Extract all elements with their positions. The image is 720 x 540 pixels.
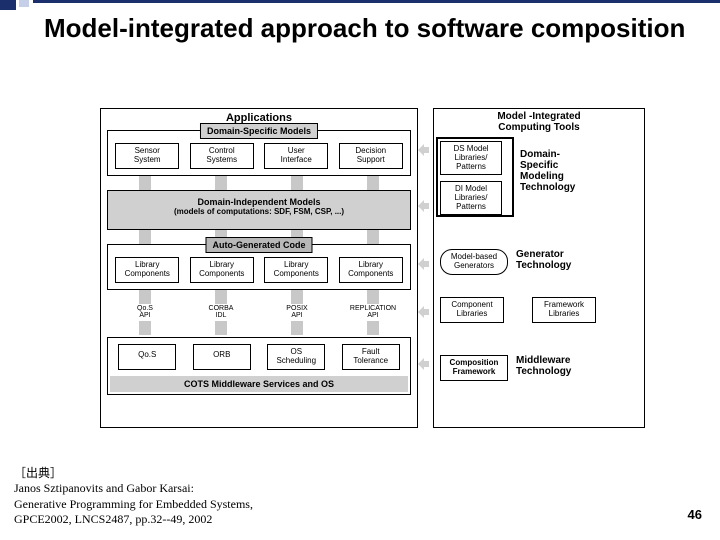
- square-icon-small: [19, 0, 29, 7]
- arrow-icon: [418, 306, 432, 318]
- arrow-icon: [418, 144, 432, 156]
- auto-layer-label: Auto-Generated Code: [205, 237, 312, 253]
- connector-row-1: [107, 176, 411, 190]
- fault-tolerance-box: FaultTolerance: [342, 344, 400, 370]
- ds-layer-label: Domain-Specific Models: [200, 123, 318, 139]
- generator-technology-label: GeneratorTechnology: [516, 249, 571, 271]
- component-libraries-box: ComponentLibraries: [440, 297, 504, 323]
- arrow-icon: [418, 258, 432, 270]
- posix-api-label: POSIXAPI: [265, 305, 329, 319]
- qos-api-label: Qo.SAPI: [113, 305, 177, 319]
- os-scheduling-box: OSScheduling: [267, 344, 325, 370]
- citation: ［出典］ Janos Sztipanovits and Gabor Karsai…: [14, 466, 253, 528]
- auto-generated-layer: Auto-Generated Code LibraryComponents Li…: [107, 244, 411, 290]
- tools-column: Model -IntegratedComputing Tools DS Mode…: [433, 108, 645, 428]
- orb-box: ORB: [193, 344, 251, 370]
- lib-components-box: LibraryComponents: [115, 257, 179, 283]
- ds-model-libraries-box: DS ModelLibraries/Patterns: [440, 141, 502, 175]
- user-interface-box: UserInterface: [264, 143, 328, 169]
- page-number: 46: [688, 507, 702, 522]
- square-icon: [0, 0, 16, 10]
- di-model-libraries-box: DI ModelLibraries/Patterns: [440, 181, 502, 215]
- sensor-system-box: SensorSystem: [115, 143, 179, 169]
- corba-idl-label: CORBAIDL: [189, 305, 253, 319]
- lib-components-box: LibraryComponents: [264, 257, 328, 283]
- citation-label: ［出典］: [14, 466, 62, 480]
- middleware-technology-label: MiddlewareTechnology: [516, 355, 571, 377]
- architecture-diagram: Applications Domain-Specific Models Sens…: [100, 108, 645, 428]
- lib-components-box: LibraryComponents: [339, 257, 403, 283]
- page-title: Model-integrated approach to software co…: [0, 4, 720, 53]
- qos-box: Qo.S: [118, 344, 176, 370]
- composition-framework-box: CompositionFramework: [440, 355, 508, 381]
- di-layer-label1: Domain-Independent Models: [108, 191, 410, 207]
- citation-line: Janos Sztipanovits and Gabor Karsai:: [14, 481, 194, 495]
- cots-middleware-layer: Qo.S ORB OSScheduling FaultTolerance COT…: [107, 337, 411, 395]
- arrow-icon: [418, 200, 432, 212]
- cots-label: COTS Middleware Services and OS: [110, 376, 408, 392]
- modeling-technology-label: Domain-SpecificModelingTechnology: [520, 149, 575, 193]
- domain-independent-layer: Domain-Independent Models (models of com…: [107, 190, 411, 230]
- header-rule: [33, 0, 720, 3]
- domain-specific-layer: Domain-Specific Models SensorSystem Cont…: [107, 130, 411, 176]
- di-layer-label2: (models of computations: SDF, FSM, CSP, …: [108, 207, 410, 216]
- model-based-generators-box: Model-basedGenerators: [440, 249, 508, 275]
- lib-components-box: LibraryComponents: [190, 257, 254, 283]
- citation-line: GPCE2002, LNCS2487, pp.32--49, 2002: [14, 512, 212, 526]
- control-systems-box: ControlSystems: [190, 143, 254, 169]
- framework-libraries-box: FrameworkLibraries: [532, 297, 596, 323]
- applications-column: Applications Domain-Specific Models Sens…: [100, 108, 418, 428]
- replication-api-label: REPLICATIONAPI: [341, 305, 405, 319]
- decision-support-box: DecisionSupport: [339, 143, 403, 169]
- api-connector-row: Qo.SAPI CORBAIDL POSIXAPI REPLICATIONAPI: [107, 290, 411, 335]
- tools-header: Model -IntegratedComputing Tools: [434, 109, 644, 135]
- citation-line: Generative Programming for Embedded Syst…: [14, 497, 253, 511]
- arrow-icon: [418, 358, 432, 370]
